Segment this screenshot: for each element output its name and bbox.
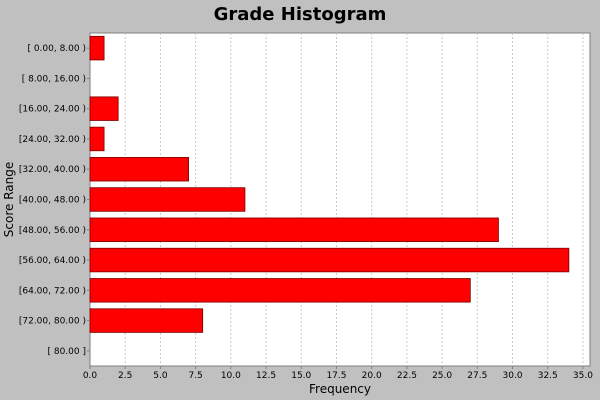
bar: [89, 126, 105, 152]
x-tick-label: 35.0: [573, 371, 593, 381]
y-tick-label: [24.00, 32.00 ): [19, 135, 86, 145]
x-tick-label: 12.5: [256, 371, 276, 381]
y-tick-label: [40.00, 48.00 ): [19, 196, 86, 206]
x-tick-label: 17.5: [326, 371, 346, 381]
bar: [89, 247, 570, 273]
x-tick-label: 20.0: [362, 371, 382, 381]
bar: [89, 308, 204, 333]
x-tick-label: 22.5: [397, 371, 417, 381]
x-tick-label: 7.5: [188, 371, 202, 381]
y-tick-label: [56.00, 64.00 ): [19, 256, 86, 266]
x-tick-label: 32.5: [538, 371, 558, 381]
bars: [89, 35, 570, 333]
bar: [89, 157, 189, 182]
x-tick-label: 30.0: [503, 371, 523, 381]
y-tick-label: [72.00, 80.00 ): [19, 317, 86, 327]
y-tick-label: [64.00, 72.00 ): [19, 286, 86, 296]
x-tick-labels: 0.0 2.5 5.0 7.5 10.0 12.5 15.0 17.5 20.0 22.5 25.0…: [83, 366, 593, 381]
y-tick-label: [ 0.00, 8.00 ): [27, 44, 86, 54]
x-tick-label: 15.0: [291, 371, 311, 381]
bar: [89, 96, 119, 121]
y-tick-labels: [ 0.00, 8.00 ) [ 8.00, 16.00 ) [16.00, 24.…: [19, 44, 90, 357]
bar: [89, 217, 499, 242]
y-tick-label: [ 8.00, 16.00 ): [22, 74, 86, 84]
y-tick-label: [16.00, 24.00 ): [19, 105, 86, 115]
x-tick-label: 25.0: [432, 371, 452, 381]
x-tick-label: 2.5: [118, 371, 132, 381]
chart-title: Grade Histogram: [213, 4, 387, 25]
bar: [89, 35, 105, 61]
y-axis-label: Score Range: [2, 162, 16, 237]
y-tick-label: [ 80.00 ]: [47, 347, 86, 357]
x-tick-label: 27.5: [467, 371, 487, 381]
x-tick-label: 5.0: [153, 371, 168, 381]
x-tick-label: 10.0: [221, 371, 241, 381]
bar: [89, 187, 246, 212]
y-tick-label: [32.00, 40.00 ): [19, 165, 86, 175]
y-tick-label: [48.00, 56.00 ): [19, 226, 86, 236]
bar: [89, 278, 471, 303]
x-axis-label: Frequency: [309, 382, 371, 396]
x-tick-label: 0.0: [83, 371, 98, 381]
